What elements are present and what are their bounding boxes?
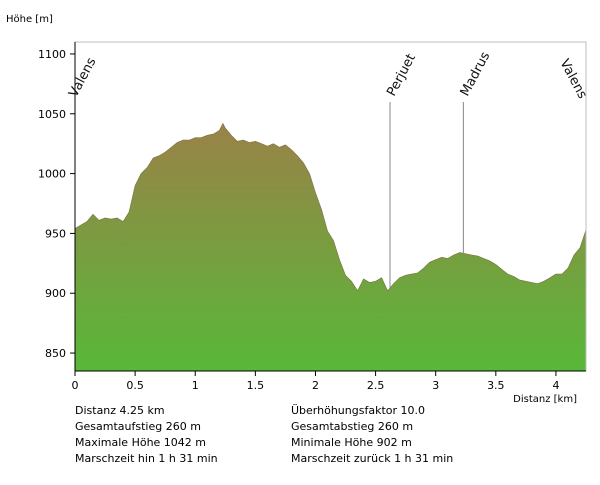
- x-tick-label-3: 1.5: [247, 379, 265, 392]
- stat-max-elevation: Maximale Höhe 1042 m: [75, 436, 207, 449]
- x-tick-label-0: 0: [72, 379, 79, 392]
- stat-walk-time-back: Marschzeit zurück 1 h 31 min: [291, 452, 454, 465]
- x-axis-label: Distanz [km]: [513, 394, 577, 405]
- stat-distance: Distanz 4.25 km: [75, 404, 165, 417]
- stat-total-ascent: Gesamtaufstieg 260 m: [75, 420, 201, 433]
- y-tick-label-1: 900: [45, 287, 66, 300]
- stat-walk-time-out: Marschzeit hin 1 h 31 min: [75, 452, 218, 465]
- y-tick-label-5: 1100: [38, 48, 66, 61]
- y-tick-label-4: 1050: [38, 108, 66, 121]
- stats-right: Überhöhungsfaktor 10.0 Gesamtabstieg 260…: [291, 403, 453, 467]
- stat-total-descent: Gesamtabstieg 260 m: [291, 420, 414, 433]
- x-tick-label-7: 3.5: [487, 379, 505, 392]
- stats-left: Distanz 4.25 km Gesamtaufstieg 260 m Max…: [75, 403, 218, 467]
- y-tick-label-2: 950: [45, 227, 66, 240]
- stat-min-elevation: Minimale Höhe 902 m: [291, 436, 412, 449]
- x-tick-label-8: 4: [552, 379, 559, 392]
- elevation-area: [74, 122, 587, 372]
- y-tick-label-0: 850: [45, 347, 66, 360]
- y-axis-label: Höhe [m]: [6, 14, 53, 25]
- y-tick-label-3: 1000: [38, 168, 66, 181]
- x-tick-label-4: 2: [312, 379, 319, 392]
- x-tick-label-5: 2.5: [367, 379, 385, 392]
- x-tick-label-6: 3: [432, 379, 439, 392]
- x-tick-label-1: 0.5: [126, 379, 144, 392]
- stat-exaggeration-factor: Überhöhungsfaktor 10.0: [291, 404, 425, 417]
- x-tick-label-2: 1: [192, 379, 199, 392]
